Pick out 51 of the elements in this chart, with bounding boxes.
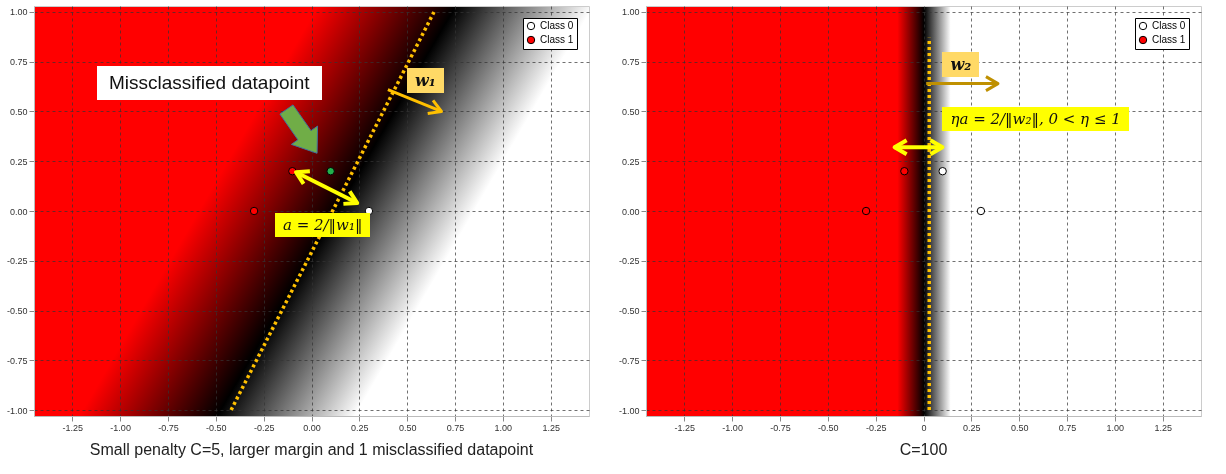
annotation: w₂: [942, 51, 980, 77]
legend-label: Class 0: [1152, 20, 1186, 31]
y-tick-label: 0.50: [621, 106, 640, 117]
x-tick-label: 0.50: [1010, 422, 1029, 433]
text: Small penalty C=5, larger margin and 1 misclassified datapoint: [89, 441, 534, 458]
y-tick-label: -0.25: [618, 256, 640, 267]
x-tick-label: -1.25: [62, 422, 84, 433]
x-tick-label: -1.00: [110, 422, 131, 433]
x-tick-label: -0.50: [818, 422, 839, 433]
y-tick-label: 0.00: [621, 206, 640, 217]
x-tick-label: 0.00: [303, 422, 321, 433]
x-tick-label: 0.25: [351, 422, 369, 433]
y-tick-label: 0.25: [9, 156, 28, 167]
legend-label: Class 1: [540, 34, 574, 45]
x-tick-label: 1.00: [494, 422, 513, 433]
y-tick-label: -0.25: [6, 256, 28, 267]
x-tick-label: -1.00: [722, 422, 743, 433]
y-tick-label: 1.00: [621, 7, 640, 18]
x-tick-label: 1.25: [1154, 422, 1172, 433]
y-tick-label: 0.75: [621, 57, 640, 68]
x-tick-label: -0.25: [865, 422, 887, 433]
legend-label: Class 0: [540, 20, 574, 31]
y-tick-label: -1.00: [6, 405, 28, 416]
y-tick-label: 1.00: [9, 7, 28, 18]
annotation: ηa = 2/‖w₂‖, 0 < η ≤ 1: [942, 107, 1129, 132]
y-tick-label: -0.75: [618, 355, 640, 366]
y-tick-label: -1.00: [618, 405, 640, 416]
annotation: Missclassified datapoint: [96, 65, 322, 101]
y-tick-label: -0.50: [618, 306, 640, 317]
x-tick-label: 0.25: [963, 422, 981, 433]
x-tick-label: 1.25: [542, 422, 560, 433]
x-tick-label: 0.75: [446, 422, 465, 433]
x-tick-label: -0.75: [770, 422, 791, 433]
x-tick-label: 1.00: [1106, 422, 1125, 433]
legend-label: Class 1: [1152, 34, 1186, 45]
x-tick-label: -0.50: [206, 422, 227, 433]
x-tick-label: 0.75: [1058, 422, 1077, 433]
y-tick-label: -0.50: [6, 306, 28, 317]
y-tick-label: 0.50: [9, 106, 28, 117]
annotation: w₁: [407, 67, 444, 93]
x-tick-label: -0.75: [158, 422, 179, 433]
x-tick-label: -0.25: [253, 422, 275, 433]
annotation: a = 2/‖w₁‖: [274, 212, 371, 237]
x-tick-label: -1.25: [674, 422, 696, 433]
y-tick-label: 0.75: [9, 57, 28, 68]
y-tick-label: -0.75: [6, 355, 28, 366]
x-tick-label: 0.50: [398, 422, 417, 433]
y-tick-label: 0.00: [9, 206, 28, 217]
text: C=100: [899, 441, 948, 458]
y-tick-label: 0.25: [621, 156, 640, 167]
x-tick-label: 0: [921, 422, 927, 433]
